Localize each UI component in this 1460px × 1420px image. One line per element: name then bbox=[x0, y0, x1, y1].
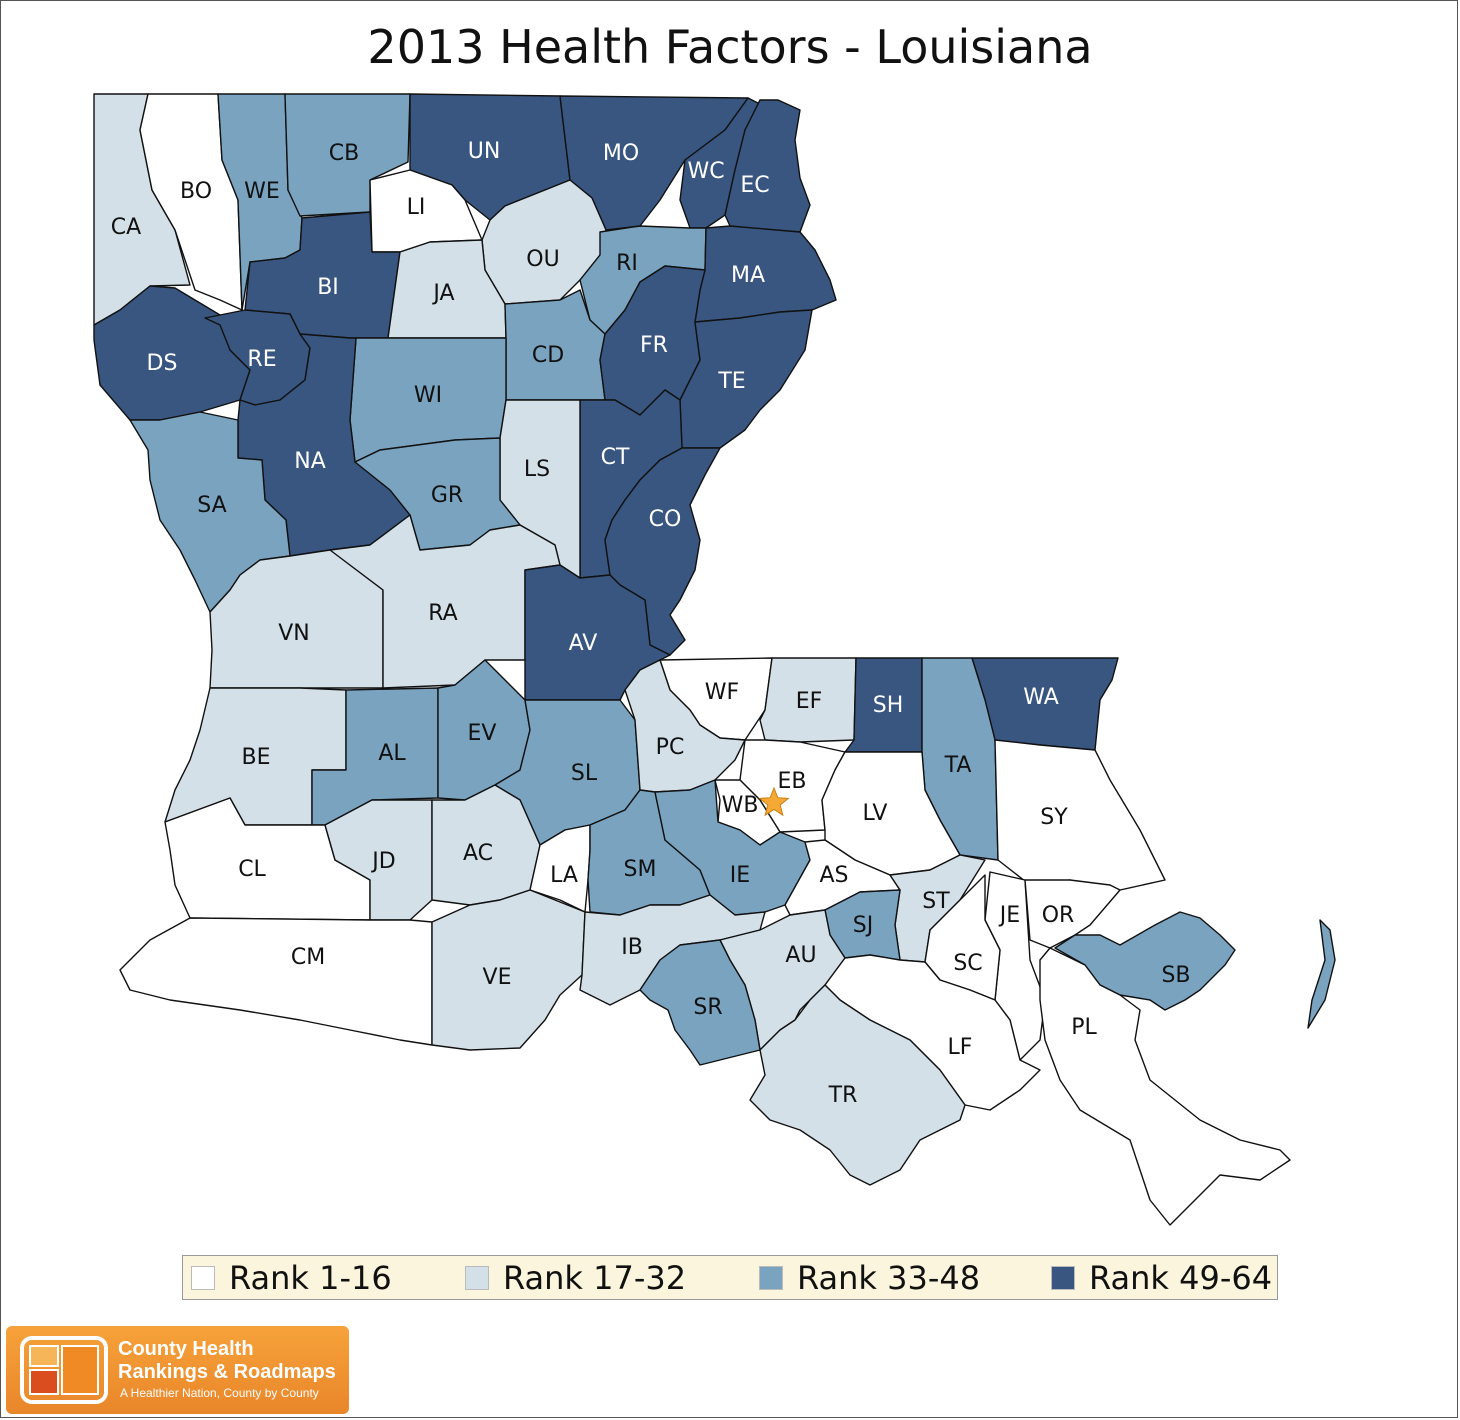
parish-label-sy: SY bbox=[1040, 805, 1068, 830]
louisiana-parish-map: CA BO WE CB UN MO WC EC LI OU RI MA BI JA DS RE CD FR TE WI… bbox=[93, 93, 1336, 1226]
parish-label-bi: BI bbox=[317, 275, 339, 300]
parish-label-wc: WC bbox=[687, 159, 724, 184]
county-health-rankings-logo: County Health Rankings & Roadmaps A Heal… bbox=[6, 1326, 349, 1414]
parish-label-ec: EC bbox=[740, 173, 769, 198]
parish-label-mo: MO bbox=[603, 141, 639, 166]
parish-label-un: UN bbox=[468, 139, 501, 164]
parish-label-tr: TR bbox=[828, 1083, 858, 1108]
parish-label-ls: LS bbox=[524, 457, 550, 482]
parish-label-bo: BO bbox=[180, 179, 212, 204]
parish-label-je: JE bbox=[998, 903, 1020, 928]
parish-label-sm: SM bbox=[624, 857, 657, 882]
parish-label-lf: LF bbox=[948, 1035, 973, 1060]
parish-label-lv: LV bbox=[863, 801, 888, 826]
legend-label: Rank 49-64 bbox=[1089, 1259, 1273, 1297]
parish-label-ef: EF bbox=[796, 689, 823, 714]
legend-swatch bbox=[1051, 1266, 1075, 1290]
parish-label-ie: IE bbox=[730, 863, 750, 888]
parish-label-ma: MA bbox=[731, 263, 765, 288]
star-icon bbox=[758, 786, 790, 817]
parish-label-wb: WB bbox=[722, 793, 759, 818]
parish-label-re: RE bbox=[247, 347, 276, 372]
legend-label: Rank 1-16 bbox=[229, 1259, 392, 1297]
parish-label-sl: SL bbox=[571, 761, 598, 786]
parish-tr bbox=[749, 984, 966, 1186]
parish-label-sa: SA bbox=[197, 493, 226, 518]
parish-label-ou: OU bbox=[526, 247, 559, 272]
legend-item-rank-17-32: Rank 17-32 bbox=[465, 1259, 687, 1297]
parish-label-cd: CD bbox=[532, 343, 564, 368]
parish-label-sc: SC bbox=[953, 951, 982, 976]
parish-label-ca: CA bbox=[111, 215, 141, 240]
parish-label-al: AL bbox=[378, 741, 406, 766]
parish-ra bbox=[329, 514, 561, 689]
parish-label-ra: RA bbox=[428, 601, 457, 626]
map-title: 2013 Health Factors - Louisiana bbox=[367, 20, 1093, 74]
logo-title-line2: Rankings & Roadmaps bbox=[118, 1361, 336, 1383]
logo-title-line1: County Health bbox=[118, 1338, 254, 1360]
logo-tagline: A Healthier Nation, County by County bbox=[120, 1386, 319, 1400]
parish-label-eb: EB bbox=[778, 769, 807, 794]
parish-label-vn: VN bbox=[278, 621, 310, 646]
parish-label-na: NA bbox=[294, 449, 326, 474]
parish-cm bbox=[119, 917, 433, 1046]
parish-label-la: LA bbox=[550, 863, 578, 888]
legend-item-rank-33-48: Rank 33-48 bbox=[759, 1259, 981, 1297]
parish-label-sb: SB bbox=[1161, 963, 1190, 988]
parish-sy bbox=[994, 739, 1166, 891]
parish-label-av: AV bbox=[569, 631, 598, 656]
parish-or bbox=[1024, 879, 1121, 949]
parish-label-ve: VE bbox=[483, 965, 512, 990]
parish-ma bbox=[694, 225, 837, 323]
parish-te bbox=[679, 309, 813, 449]
legend-item-rank-1-16: Rank 1-16 bbox=[191, 1259, 392, 1297]
parish-label-sh: SH bbox=[873, 693, 904, 718]
parish-label-li: LI bbox=[407, 195, 426, 220]
parish-label-cl: CL bbox=[238, 857, 266, 882]
parish-label-we: WE bbox=[244, 179, 280, 204]
parish-label-ta: TA bbox=[944, 753, 972, 778]
parish-label-au: AU bbox=[785, 943, 816, 968]
legend-swatch bbox=[191, 1266, 215, 1290]
parish-label-cb: CB bbox=[329, 141, 359, 166]
legend-swatch bbox=[465, 1266, 489, 1290]
parish-label-fr: FR bbox=[640, 333, 668, 358]
parish-label-co: CO bbox=[649, 507, 682, 532]
parish-label-st: ST bbox=[922, 889, 950, 914]
legend: Rank 1-16 Rank 17-32 Rank 33-48 Rank 49-… bbox=[182, 1255, 1278, 1300]
parish-label-ds: DS bbox=[147, 351, 178, 376]
parish-label-ct: CT bbox=[601, 445, 630, 470]
parish-label-be: BE bbox=[242, 745, 271, 770]
parish-label-wi: WI bbox=[414, 383, 442, 408]
parish-label-ja: JA bbox=[431, 281, 454, 306]
parish-label-pl: PL bbox=[1071, 1015, 1097, 1040]
legend-label: Rank 33-48 bbox=[797, 1259, 981, 1297]
parish-label-pc: PC bbox=[656, 735, 685, 760]
parish-label-ev: EV bbox=[468, 721, 497, 746]
parish-ve bbox=[431, 889, 586, 1051]
parish-label-sr: SR bbox=[693, 995, 722, 1020]
parish-label-ac: AC bbox=[463, 841, 493, 866]
parish-label-sj: SJ bbox=[853, 913, 873, 938]
parish-label-ri: RI bbox=[616, 251, 638, 276]
parish-label-te: TE bbox=[717, 369, 745, 394]
parish-sr bbox=[639, 939, 761, 1066]
legend-label: Rank 17-32 bbox=[503, 1259, 687, 1297]
parish-label-as: AS bbox=[819, 863, 848, 888]
parish-label-or: OR bbox=[1042, 903, 1075, 928]
legend-swatch bbox=[759, 1266, 783, 1290]
parish-label-gr: GR bbox=[431, 483, 463, 508]
legend-item-rank-49-64: Rank 49-64 bbox=[1051, 1259, 1273, 1297]
parish-label-wa: WA bbox=[1023, 685, 1059, 710]
parish-pl bbox=[1039, 947, 1291, 1226]
logo-map-icon bbox=[20, 1336, 108, 1404]
parish-label-jd: JD bbox=[370, 849, 395, 874]
parish-label-wf: WF bbox=[705, 680, 739, 705]
parish-label-cm: CM bbox=[291, 945, 325, 970]
parish-label-ib: IB bbox=[621, 935, 643, 960]
